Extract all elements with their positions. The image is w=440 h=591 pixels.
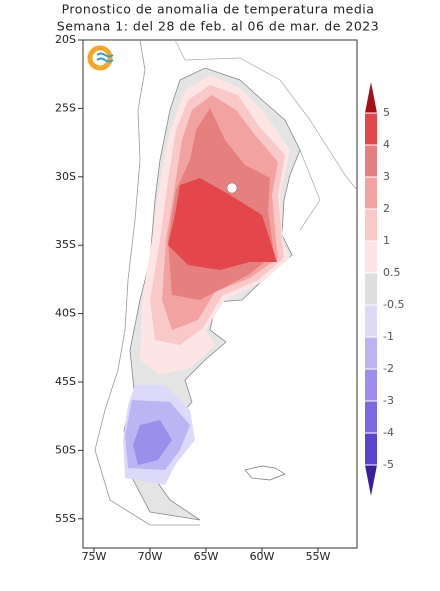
- logo-waves: [96, 52, 114, 63]
- colorbar-label: -1: [383, 330, 394, 343]
- colorbar-label: 0.5: [383, 266, 401, 279]
- colorbar-segment: [365, 369, 377, 401]
- lon-tick-label: 60W: [250, 550, 275, 563]
- colorbar-segment: [365, 433, 377, 465]
- colorbar-extend: [365, 465, 377, 496]
- colorbar-segment: [365, 337, 377, 369]
- colorbar-label: 5: [383, 106, 390, 119]
- lat-tick-label: 30S: [55, 170, 76, 183]
- colorbar-segment: [365, 209, 377, 241]
- colorbar-label: -5: [383, 458, 394, 471]
- colorbar-segment: [365, 113, 377, 145]
- colorbar-label: -4: [383, 426, 394, 439]
- lat-tick-label: 25S: [55, 101, 76, 114]
- lon-tick-label: 75W: [82, 550, 107, 563]
- lon-tick-label: 65W: [194, 550, 219, 563]
- anomaly-neg-2: [133, 420, 172, 465]
- colorbar-segment: [365, 305, 377, 337]
- colorbar-label: 1: [383, 234, 390, 247]
- colorbar-label: 3: [383, 170, 390, 183]
- colorbar: 5 4 3 2 1 0.5 -0.5 -1 -2 -3 -4 -5: [365, 82, 404, 496]
- lat-tick-label: 45S: [55, 375, 76, 388]
- anomaly-4: [168, 178, 277, 270]
- colorbar-label: 4: [383, 138, 390, 151]
- islands: [244, 465, 286, 481]
- lat-tick-label: 40S: [55, 307, 76, 320]
- colorbar-label: -2: [383, 362, 394, 375]
- logo: [87, 45, 113, 71]
- title-line: Pronostico de anomalia de temperatura me…: [62, 2, 375, 17]
- colorbar-segment: [365, 145, 377, 177]
- lon-tick-label: 70W: [138, 550, 163, 563]
- lake: [226, 182, 238, 194]
- colorbar-label: -0.5: [383, 298, 404, 311]
- neighbour-borders: [174, 39, 358, 231]
- lon-axis: 75W 70W 65W 60W 55W: [82, 548, 331, 563]
- lat-axis: 20S 25S 30S 35S 40S 45S 50S 55S: [55, 33, 83, 525]
- colorbar-segment: [365, 177, 377, 209]
- colorbar-label: 2: [383, 202, 390, 215]
- map: [82, 39, 358, 549]
- colorbar-label: -3: [383, 394, 394, 407]
- lat-tick-label: 50S: [55, 443, 76, 456]
- lon-tick-label: 55W: [306, 550, 331, 563]
- colorbar-segment: [365, 401, 377, 433]
- chile-coast: [94, 39, 200, 526]
- colorbar-segment: [365, 241, 377, 273]
- colorbar-extend: [365, 82, 377, 113]
- lat-tick-label: 55S: [55, 512, 76, 525]
- title-line: Semana 1: del 28 de feb. al 06 de mar. d…: [57, 19, 379, 34]
- colorbar-segment: [365, 273, 377, 305]
- lat-tick-label: 20S: [55, 33, 76, 46]
- lat-tick-label: 35S: [55, 238, 76, 251]
